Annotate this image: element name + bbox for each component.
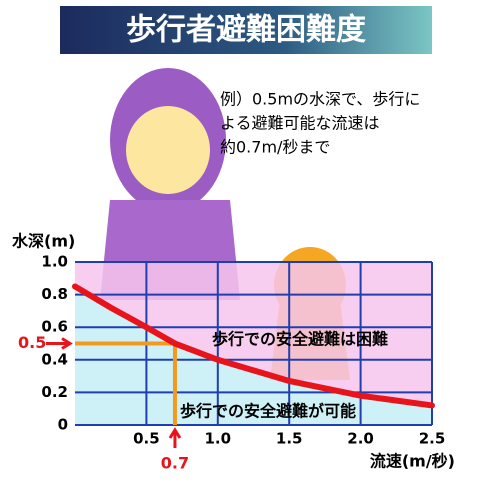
- y-tick-label: 0.4: [41, 350, 68, 368]
- region-label: 歩行での安全避難が可能: [180, 402, 356, 421]
- y-tick-label: 0.8: [41, 285, 68, 303]
- annotation: よる避難可能な流速は: [220, 114, 380, 133]
- y-tick-label: 0.2: [41, 383, 68, 401]
- x-tick-label: 2.5: [419, 430, 446, 448]
- x-axis-label: 流速(m/秒): [370, 452, 455, 471]
- chart-title: 歩行者避難困難度: [126, 13, 366, 48]
- annotation: 例）0.5mの水深で、歩行に: [220, 90, 420, 109]
- highlight-x-label: 0.7: [161, 454, 189, 473]
- chart: 歩行者避難困難度 00.20.40.60.81.00.51.01.52.02.5…: [0, 0, 493, 495]
- x-tick-label: 2.0: [347, 430, 374, 448]
- y-axis-label: 水深(m): [12, 232, 75, 251]
- y-tick-label: 1.0: [41, 253, 68, 271]
- y-tick-label: 0: [58, 416, 68, 434]
- x-tick-label: 1.5: [276, 430, 303, 448]
- x-tick-label: 1.0: [205, 430, 232, 448]
- region-label: 歩行での安全避難は困難: [212, 330, 388, 349]
- x-tick-label: 0.5: [133, 430, 160, 448]
- highlight-y-label: 0.5: [18, 333, 46, 352]
- annotation: 約0.7m/秒まで: [220, 138, 330, 157]
